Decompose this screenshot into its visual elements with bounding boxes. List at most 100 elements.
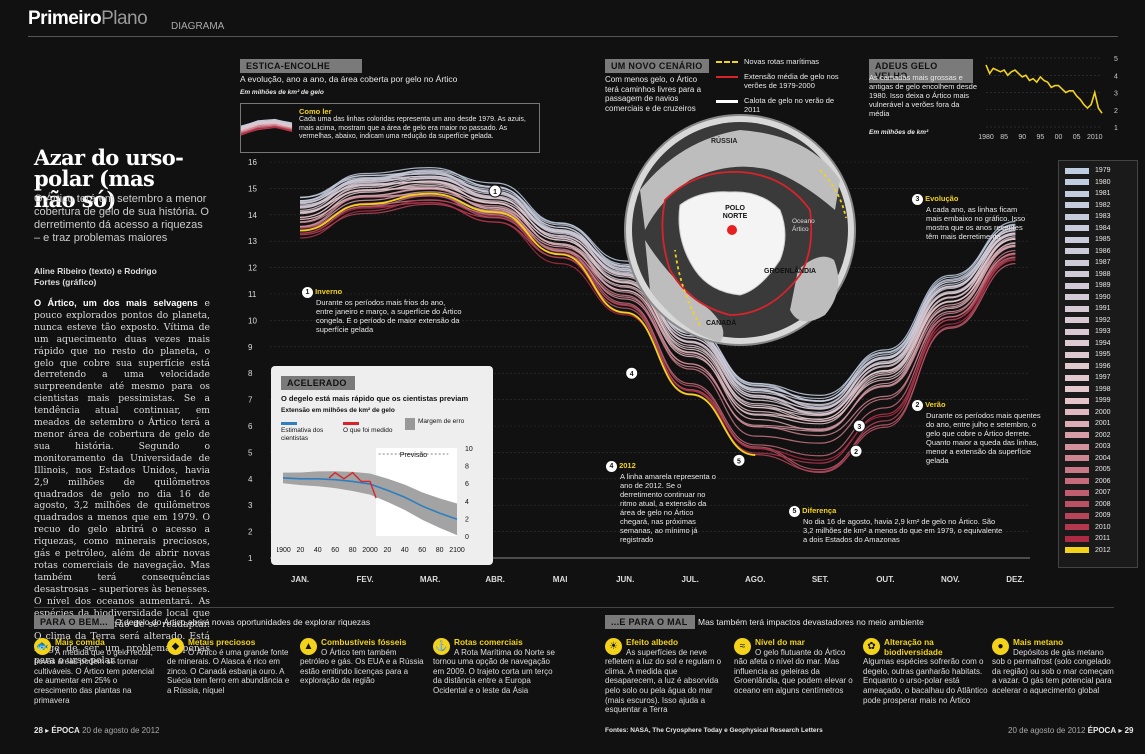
- bem-item-title: Rotas comerciais: [454, 637, 523, 647]
- x-tick-label: 20: [297, 547, 305, 554]
- legend-year-label: 1983: [1095, 213, 1111, 221]
- legend-year-1996: 1996: [1065, 361, 1137, 373]
- howto-title: Como ler: [299, 107, 332, 116]
- x-tick-label: NOV.: [941, 575, 960, 584]
- marker-circle: [732, 453, 746, 467]
- legend-swatch: [1065, 455, 1089, 462]
- legend-year-2008: 2008: [1065, 499, 1137, 511]
- series-line-2012: [299, 192, 756, 456]
- legend-swatch: [1065, 535, 1089, 542]
- x-tick-label: 95: [1036, 134, 1044, 141]
- x-tick-label: JUN.: [616, 575, 634, 584]
- chart-marker-5: 5: [732, 453, 746, 467]
- legend-year-1995: 1995: [1065, 349, 1137, 361]
- x-tick-label: 20: [384, 547, 392, 554]
- ann-evolucao: 3 Evolução A cada ano, as linhas ficam m…: [912, 194, 1032, 241]
- mal-items: ☀ Efeito albedo As superfícies de neve ref…: [605, 637, 1125, 715]
- bem-item: 🐟 Mais comida À medida que o gelo recua, n…: [34, 637, 159, 705]
- series-line-1994: [299, 185, 1016, 420]
- arctic-map: [624, 114, 856, 346]
- x-tick-label: 85: [1000, 134, 1008, 141]
- ann-inverno-title: Inverno: [315, 287, 343, 296]
- x-tick-label: SET.: [812, 575, 829, 584]
- y-tick-label: 1: [248, 554, 253, 563]
- x-tick-label: AGO.: [745, 575, 765, 584]
- chart-marker-1: 1: [488, 184, 502, 198]
- legend-year-label: 1998: [1095, 385, 1111, 393]
- legend-swatch: [1065, 190, 1089, 197]
- legend-year-1994: 1994: [1065, 338, 1137, 350]
- legend-swatch: [1065, 420, 1089, 427]
- x-tick-label: 90: [1018, 134, 1026, 141]
- ann-inverno-text: Durante os períodos mais frios do ano, e…: [316, 298, 462, 334]
- y-tick-label: 4: [465, 499, 469, 506]
- legend-year-2004: 2004: [1065, 453, 1137, 465]
- marker-circle: [849, 444, 863, 458]
- y-tick-label: 13: [248, 237, 257, 246]
- legend-year-label: 2011: [1095, 535, 1111, 543]
- ann-4-marker: 4: [606, 461, 617, 472]
- legend-year-1988: 1988: [1065, 269, 1137, 281]
- legend-year-1998: 1998: [1065, 384, 1137, 396]
- mal-item-text: Depósitos de gás metano sob o permafrost…: [992, 647, 1114, 695]
- legend-year-label: 1992: [1095, 316, 1111, 324]
- marker-label: 1: [493, 189, 497, 196]
- legend-swatch: [1065, 363, 1089, 370]
- legend-year-label: 1984: [1095, 224, 1111, 232]
- legend-year-label: 1982: [1095, 201, 1111, 209]
- legend-year-label: 1995: [1095, 351, 1111, 359]
- bem-icon-0: 🐟: [34, 638, 51, 655]
- bem-icon-1: ◆: [167, 638, 184, 655]
- y-tick-label: 8: [465, 464, 469, 471]
- legend-swatch: [1065, 397, 1089, 404]
- ann-diferenca-text: No dia 16 de agosto, havia 2,9 km² de ge…: [803, 517, 1003, 544]
- map-label-greenland: GROENLÂNDIA: [764, 268, 817, 275]
- legend-year-2001: 2001: [1065, 418, 1137, 430]
- legend-year-label: 1988: [1095, 270, 1111, 278]
- mal-icon-0: ☀: [605, 638, 622, 655]
- x-tick-label: 2010: [1087, 134, 1103, 141]
- mal-icon-1: ≈: [734, 638, 751, 655]
- acelerado-leg2-label: O que foi medido: [343, 427, 393, 434]
- ann-2012-text: A linha amarela representa o ano de 2012…: [620, 472, 716, 544]
- mal-item: ☀ Efeito albedo As superfícies de neve ref…: [605, 637, 730, 715]
- series-line: [985, 64, 1103, 114]
- legend-year-label: 1994: [1095, 339, 1111, 347]
- x-tick-label: 40: [401, 547, 409, 554]
- x-tick-label: 2100: [449, 547, 465, 554]
- mal-icon-3: ●: [992, 638, 1009, 655]
- x-tick-label: 00: [1055, 134, 1063, 141]
- y-tick-label: 10: [248, 316, 257, 325]
- legend-year-label: 2000: [1095, 408, 1111, 416]
- legend-year-label: 1986: [1095, 247, 1111, 255]
- mal-item: ● Mais metano Depósitos de gás metano sob …: [992, 637, 1117, 715]
- legend-swatch: [1065, 305, 1089, 312]
- ann-2012-title: 2012: [619, 461, 636, 470]
- legend-year-2002: 2002: [1065, 430, 1137, 442]
- legend-year-label: 2005: [1095, 466, 1111, 474]
- article-lead: O Ártico, um dos mais selvagens: [34, 298, 198, 308]
- y-tick-label: 0: [465, 534, 469, 541]
- legend-year-2006: 2006: [1065, 476, 1137, 488]
- x-tick-label: 1900: [277, 547, 291, 554]
- footer-right-page: 29: [1124, 726, 1134, 735]
- bem-item-title: Combustíveis fósseis: [321, 637, 407, 647]
- mal-item-title: Mais metano: [1013, 637, 1064, 647]
- legend-year-label: 2001: [1095, 420, 1111, 428]
- thumb-line: [241, 126, 293, 135]
- cenario-tag: UM NOVO CENÁRIO: [605, 59, 709, 73]
- mal-item: ≈ Nível do mar O gelo flutuante do Ártico …: [734, 637, 859, 715]
- marker-circle: [625, 366, 639, 380]
- legend-swatch: [1065, 317, 1089, 324]
- y-tick-label: 9: [248, 343, 253, 352]
- mal-item-title: Nível do mar: [755, 637, 805, 647]
- cenario-text: Com menos gelo, o Ártico terá caminhos l…: [605, 75, 702, 113]
- mal-sub: Mas também terá impactos devastadores no…: [698, 617, 924, 627]
- howto-text: Cada uma das linhas coloridas representa…: [299, 116, 526, 141]
- legend-swatch: [1065, 409, 1089, 416]
- legend-year-1984: 1984: [1065, 223, 1137, 235]
- legend-year-2000: 2000: [1065, 407, 1137, 419]
- acelerado-leg1-label: Estimativa dos cientistas: [281, 427, 324, 442]
- y-tick-label: 6: [465, 481, 469, 488]
- howto-thumb: [241, 118, 293, 136]
